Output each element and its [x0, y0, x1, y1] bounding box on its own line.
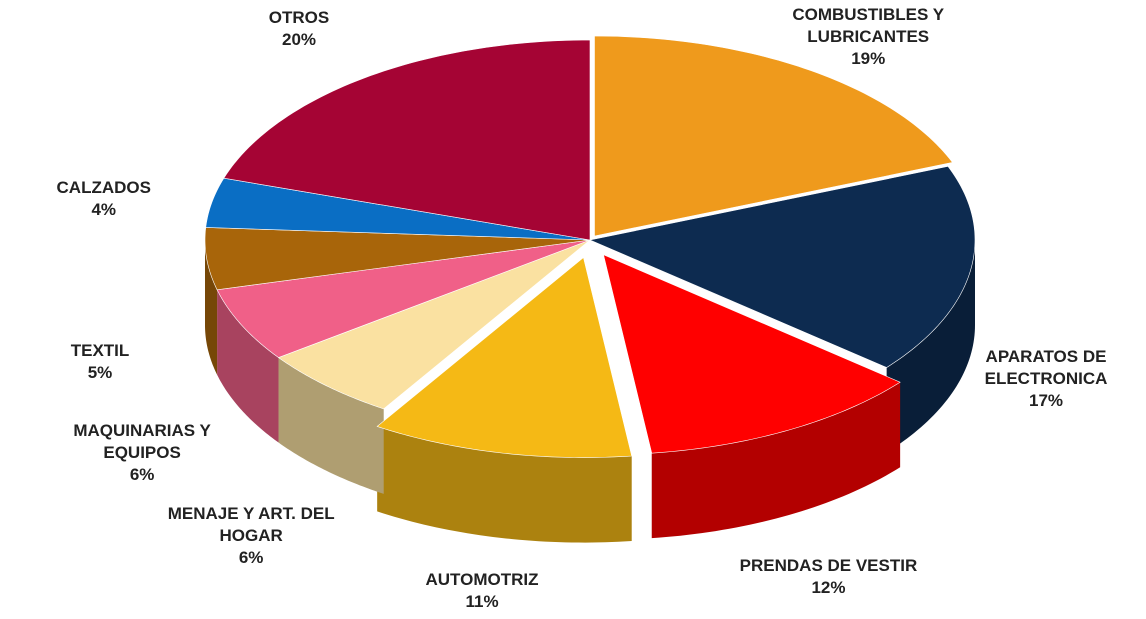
slice: [223, 39, 591, 241]
category-label: MAQUINARIAS Y EQUIPOS: [73, 421, 211, 463]
slice-side: [651, 382, 901, 539]
slice-side: [377, 426, 632, 543]
slice: [594, 35, 953, 237]
slice: [205, 177, 591, 241]
slice-side: [217, 289, 279, 443]
value-label: 11%: [465, 592, 499, 611]
value-label: 20%: [282, 29, 317, 49]
category-label: APARATOS DE ELECTRONICA: [984, 347, 1108, 389]
category-label: OTROS: [268, 7, 330, 27]
value-label: 5%: [87, 362, 113, 382]
slice-side: [886, 240, 975, 453]
slice-side: [205, 240, 218, 375]
value-label: 17%: [1028, 391, 1064, 411]
category-label: PRENDAS DE VESTIR: [739, 555, 918, 575]
category-label: TEXTIL: [70, 340, 130, 360]
value-label: 6%: [238, 548, 264, 568]
category-label: CALZADOS: [56, 178, 151, 198]
value-label: 6%: [129, 465, 155, 485]
category-label: COMBUSTIBLES Y LUBRICANTES: [792, 5, 945, 46]
value-label: 12%: [811, 577, 846, 597]
slice-tops: [204, 35, 976, 458]
slice-side: [278, 357, 384, 494]
slice: [589, 166, 976, 368]
category-label: MENAJE Y ART. DEL HOGAR: [167, 504, 335, 546]
slice: [376, 257, 633, 458]
slice: [277, 239, 591, 410]
slice: [603, 254, 901, 454]
value-label: 4%: [91, 200, 117, 220]
slice: [204, 227, 591, 291]
slice-sides: [205, 240, 975, 543]
slice: [216, 239, 591, 358]
category-label: AUTOMOTRIZ: [425, 570, 539, 589]
value-label: 19%: [851, 49, 886, 68]
